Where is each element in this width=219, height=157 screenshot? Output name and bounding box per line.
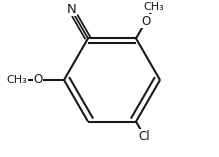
Text: O: O [33, 73, 42, 87]
Text: Cl: Cl [139, 130, 150, 143]
Text: N: N [66, 3, 76, 16]
Text: CH₃: CH₃ [144, 2, 164, 12]
Text: O: O [141, 15, 151, 27]
Text: CH₃: CH₃ [7, 75, 27, 85]
